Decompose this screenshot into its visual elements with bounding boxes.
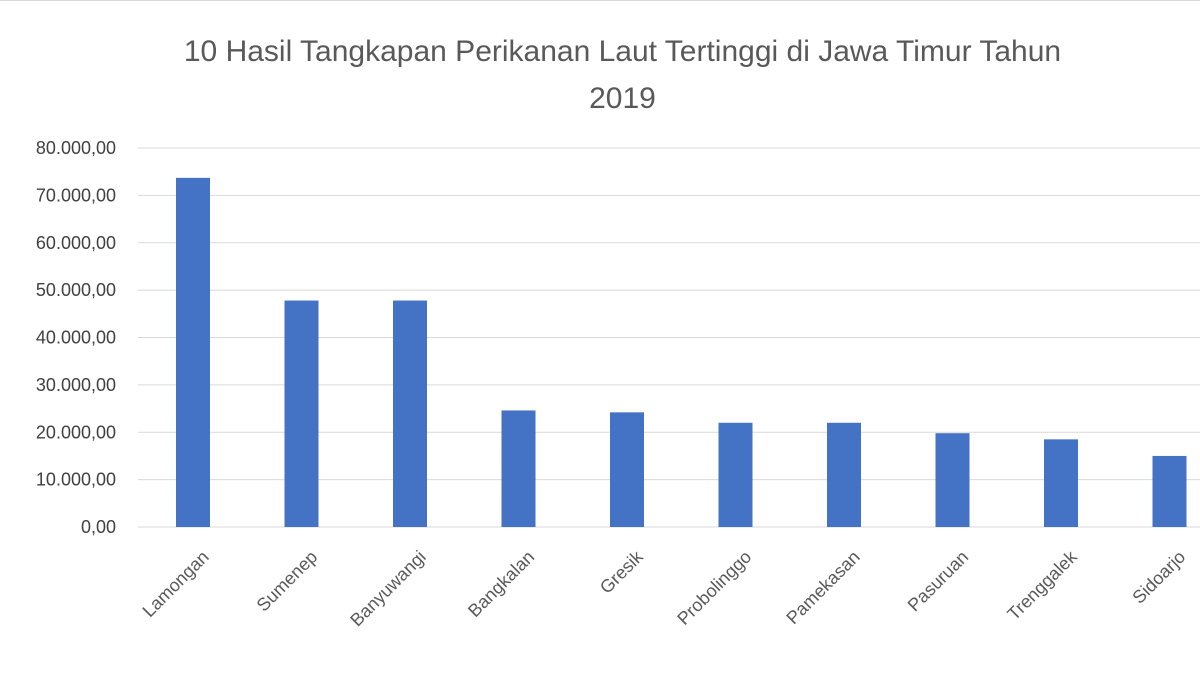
x-tick-label: Sidoarjo bbox=[1128, 547, 1189, 608]
chart-border bbox=[0, 0, 1200, 6]
x-tick-label: Gresik bbox=[596, 546, 648, 598]
y-tick-label: 0,00 bbox=[81, 517, 116, 537]
y-tick-label: 60.000,00 bbox=[36, 233, 116, 253]
chart-title-line-1: 10 Hasil Tangkapan Perikanan Laut Tertin… bbox=[183, 35, 1062, 68]
x-tick-label: Lamongan bbox=[139, 547, 213, 621]
bars bbox=[176, 177, 1187, 527]
y-tick-label: 10.000,00 bbox=[36, 470, 116, 490]
chart-title: 10 Hasil Tangkapan Perikanan Laut Tertin… bbox=[0, 28, 1200, 122]
bar-probolinggo bbox=[718, 422, 753, 527]
bar-lamongan bbox=[176, 177, 210, 527]
y-tick-label: 40.000,00 bbox=[36, 328, 116, 348]
bar-sumenep bbox=[284, 300, 319, 527]
y-tick-label: 80.000,00 bbox=[36, 138, 116, 158]
bar-banyuwangi bbox=[393, 300, 427, 527]
bar-pamekasan bbox=[827, 422, 861, 527]
x-tick-label: Sumenep bbox=[253, 547, 322, 616]
x-tick-label: Banyuwangi bbox=[346, 547, 429, 630]
x-tick-label: Probolinggo bbox=[673, 547, 755, 629]
x-tick-label: Bangkalan bbox=[464, 547, 538, 621]
y-tick-label: 20.000,00 bbox=[36, 422, 116, 442]
bar-pasuruan bbox=[935, 433, 970, 527]
chart-title-line-2: 2019 bbox=[589, 82, 656, 115]
y-tick-label: 50.000,00 bbox=[36, 280, 116, 300]
x-tick-label: Trenggalek bbox=[1003, 546, 1081, 624]
x-tick-label: Pamekasan bbox=[782, 547, 863, 628]
x-axis-category-labels: Lamongan Sumenep Banyuwangi Bangkalan Gresik… bbox=[139, 546, 1190, 630]
y-tick-label: 30.000,00 bbox=[36, 375, 116, 395]
y-axis-tick-labels: 0,00 10.000,00 20.000,00 30.000,00 40.000,00… bbox=[36, 138, 116, 537]
bar-sidoarjo bbox=[1152, 455, 1187, 527]
y-tick-label: 70.000,00 bbox=[36, 185, 116, 205]
x-tick-label: Pasuruan bbox=[904, 547, 973, 616]
bar-bangkalan bbox=[501, 410, 536, 527]
bar-trenggalek bbox=[1044, 439, 1078, 527]
bar-gresik bbox=[610, 412, 644, 527]
